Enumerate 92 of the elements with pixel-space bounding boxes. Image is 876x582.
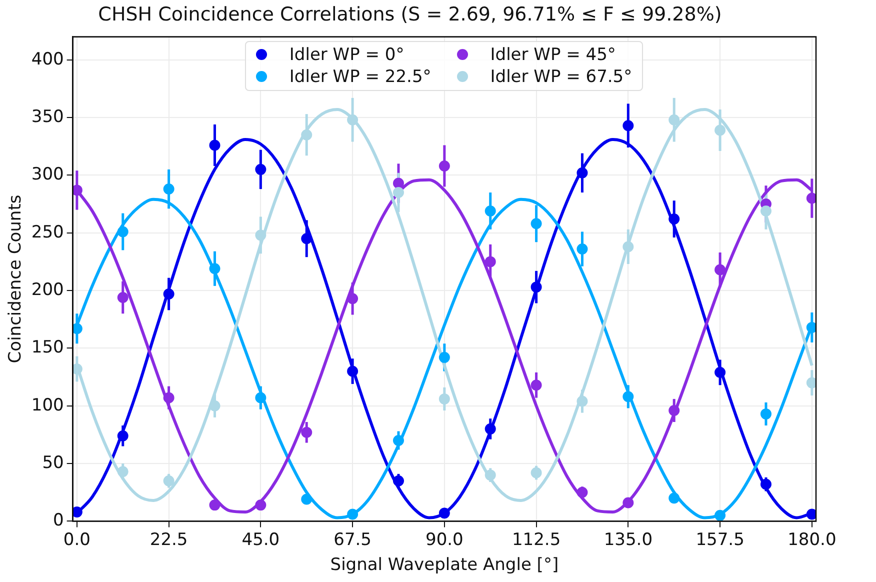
point	[347, 508, 358, 520]
point	[530, 218, 542, 230]
point	[760, 205, 772, 216]
point	[163, 288, 174, 300]
y-tick-label: 250	[31, 222, 64, 242]
point	[576, 244, 588, 255]
y-tick-label: 50	[42, 452, 64, 473]
point	[530, 282, 542, 293]
x-tick-label: 180.0	[788, 530, 836, 550]
point	[760, 408, 772, 420]
y-tick-label: 400	[31, 49, 64, 70]
y-tick-label: 100	[31, 395, 64, 416]
x-tick-label: 90.0	[425, 530, 464, 550]
point	[806, 192, 816, 204]
y-tick-label: 0	[53, 510, 64, 531]
legend-label: Idler WP = 0°	[289, 44, 404, 65]
point	[622, 241, 634, 252]
point	[301, 233, 312, 244]
point	[163, 392, 174, 404]
point	[301, 494, 312, 505]
point	[438, 508, 450, 519]
point	[392, 187, 404, 198]
point	[714, 366, 726, 378]
point	[255, 500, 266, 511]
point	[714, 264, 726, 276]
point	[760, 478, 772, 490]
point	[668, 492, 680, 504]
x-tick-label: 0.0	[63, 530, 90, 550]
point	[117, 292, 128, 303]
point	[347, 114, 358, 126]
legend-label: Idler WP = 67.5°	[490, 66, 632, 87]
point	[392, 475, 404, 486]
point	[209, 500, 220, 511]
point	[347, 293, 358, 304]
point	[301, 129, 312, 140]
point	[714, 510, 726, 521]
point	[484, 470, 496, 481]
point	[209, 400, 220, 412]
point	[806, 322, 816, 333]
point	[392, 434, 404, 446]
point	[714, 124, 726, 136]
point	[117, 430, 128, 442]
y-tick-label: 200	[31, 280, 64, 300]
point	[301, 426, 312, 438]
point	[438, 160, 450, 172]
point	[438, 393, 450, 404]
point	[72, 184, 82, 196]
point	[530, 380, 542, 391]
point	[255, 164, 266, 175]
x-tick-label: 67.5	[334, 530, 372, 550]
point	[668, 214, 680, 225]
point	[484, 205, 496, 216]
point	[72, 323, 82, 334]
point	[530, 467, 542, 478]
point	[72, 506, 82, 518]
point	[576, 396, 588, 407]
point	[163, 475, 174, 486]
point	[163, 184, 174, 195]
point	[622, 391, 634, 402]
point	[392, 178, 404, 189]
point	[806, 377, 816, 388]
point	[255, 230, 266, 241]
y-tick-label: 150	[31, 338, 64, 358]
point	[72, 363, 82, 374]
point	[806, 508, 816, 520]
point	[209, 140, 220, 151]
point	[622, 120, 634, 132]
y-axis-title: Coincidence Counts	[6, 194, 26, 364]
x-tick-label: 45.0	[242, 530, 280, 550]
x-axis-title: Signal Waveplate Angle [°]	[330, 555, 559, 576]
point	[117, 466, 128, 478]
legend-label: Idler WP = 22.5°	[289, 66, 432, 87]
point	[347, 366, 358, 377]
point	[576, 486, 588, 498]
x-tick-label: 157.5	[696, 530, 744, 550]
legend-label: Idler WP = 45°	[490, 44, 616, 65]
x-tick-label: 112.5	[512, 530, 561, 550]
x-tick-label: 135.0	[604, 530, 653, 550]
point	[668, 114, 680, 126]
point	[438, 352, 450, 363]
point	[484, 256, 496, 268]
point	[668, 404, 680, 416]
point	[117, 226, 128, 238]
point	[622, 497, 634, 508]
y-tick-label: 300	[31, 164, 64, 185]
point	[255, 392, 266, 404]
point	[209, 263, 220, 274]
x-tick-label: 22.5	[150, 530, 188, 550]
point	[576, 167, 588, 178]
chart-title: CHSH Coincidence Correlations (S = 2.69, 96.71% ≤ F ≤ 99.28%)	[98, 3, 722, 26]
point	[484, 423, 496, 434]
y-tick-label: 350	[31, 106, 64, 127]
